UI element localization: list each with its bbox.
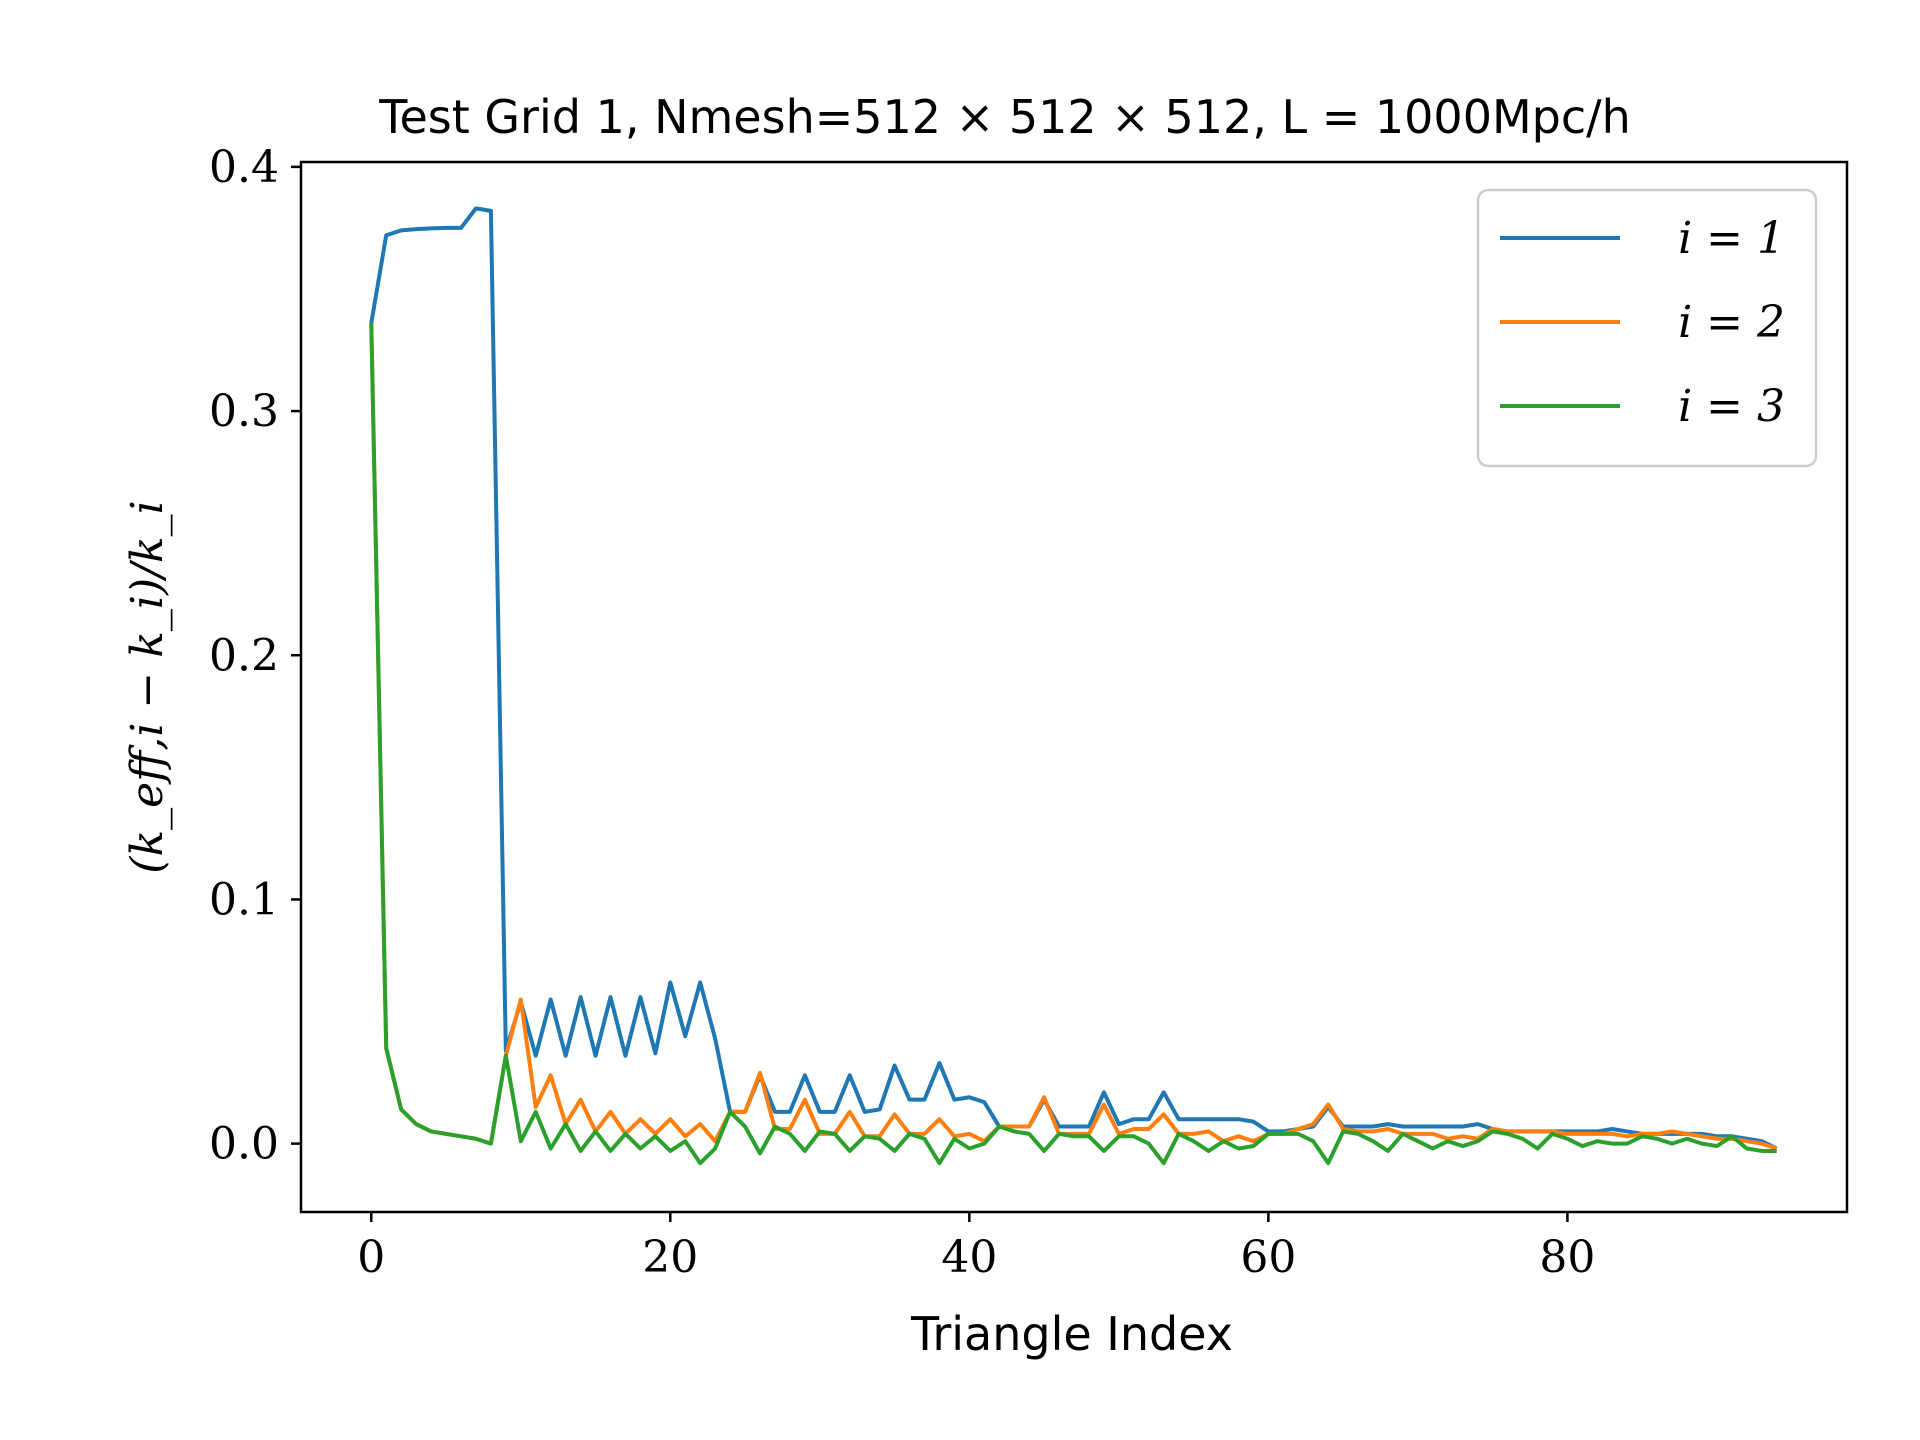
y-tick-label: 0.0 bbox=[209, 1119, 279, 1170]
legend-label-1: i = 1 bbox=[1678, 213, 1785, 264]
x-axis-ticks: 0 20 40 60 80 bbox=[357, 1212, 1595, 1283]
x-axis-label: Triangle Index bbox=[910, 1307, 1233, 1361]
series-line-3 bbox=[369, 323, 1777, 1166]
legend-label-3: i = 3 bbox=[1678, 381, 1785, 432]
y-tick-label: 0.3 bbox=[209, 386, 279, 437]
plot-area bbox=[299, 160, 1849, 1214]
y-axis-label: (k_eff,i − k_i)/k_i bbox=[122, 500, 173, 873]
x-tick-label: 20 bbox=[642, 1232, 698, 1283]
x-tick-label: 60 bbox=[1240, 1232, 1296, 1283]
chart-title: Test Grid 1, Nmesh=512 × 512 × 512, L = … bbox=[378, 90, 1631, 144]
legend-label-2: i = 2 bbox=[1678, 297, 1785, 348]
series-layer bbox=[369, 206, 1778, 1166]
legend-frame bbox=[1476, 188, 1818, 468]
y-axis-ticks: 0.0 0.1 0.2 0.3 0.4 bbox=[209, 142, 301, 1170]
y-tick-label: 0.2 bbox=[209, 630, 279, 681]
y-tick-label: 0.1 bbox=[209, 874, 279, 925]
x-tick-label: 0 bbox=[357, 1232, 385, 1283]
x-tick-label: 40 bbox=[941, 1232, 997, 1283]
x-tick-label: 80 bbox=[1539, 1232, 1595, 1283]
series-line-2 bbox=[369, 323, 1778, 1151]
legend: i = 1 i = 2 i = 3 bbox=[1476, 188, 1818, 468]
y-tick-label: 0.4 bbox=[209, 142, 279, 193]
